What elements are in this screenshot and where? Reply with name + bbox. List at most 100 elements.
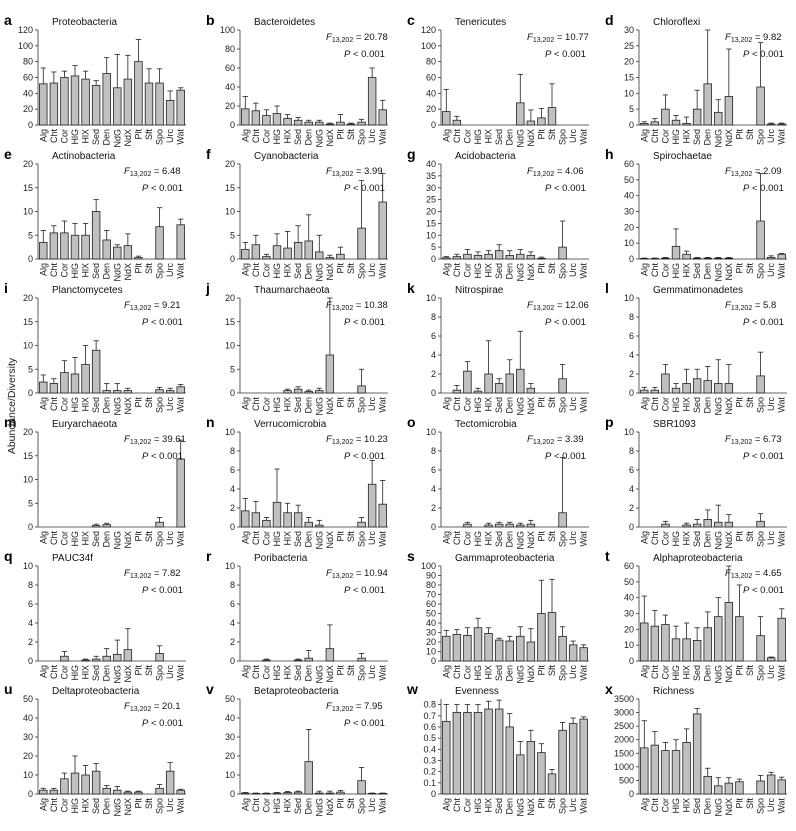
x-tick-label: NdX bbox=[526, 129, 536, 147]
bar-HlG bbox=[671, 119, 681, 126]
x-tick-label: Wat bbox=[777, 397, 787, 413]
y-tick-label: 0 bbox=[629, 388, 634, 398]
y-tick-label: 2 bbox=[230, 503, 235, 513]
y-tick-label: 40 bbox=[23, 713, 33, 723]
y-tick-label: 0.1 bbox=[423, 778, 436, 788]
panel-letter: h bbox=[605, 146, 614, 162]
panel-letter: i bbox=[4, 280, 8, 296]
x-tick-label: HlG bbox=[272, 798, 282, 814]
y-tick-label: 10 bbox=[225, 561, 235, 571]
x-tick-label: Cht bbox=[452, 263, 462, 278]
bar-Cor bbox=[262, 519, 271, 528]
bar-Sed bbox=[692, 713, 702, 795]
f-statistic: F13,202 = 39.61 bbox=[124, 434, 186, 446]
bar-Den bbox=[304, 121, 313, 126]
x-tick-label: Alg bbox=[441, 263, 451, 276]
x-tick-label: Wat bbox=[378, 129, 388, 145]
bar-Alg bbox=[39, 241, 48, 260]
x-tick-label: Urc bbox=[766, 263, 776, 277]
y-tick-label: 0.4 bbox=[423, 744, 436, 754]
x-tick-label: Cor bbox=[660, 665, 670, 680]
y-tick-label: 20 bbox=[426, 104, 436, 114]
x-tick-label: Cor bbox=[59, 397, 69, 412]
bar-NdX bbox=[325, 648, 335, 662]
bar-Alg bbox=[241, 108, 250, 126]
x-tick-label: Cor bbox=[462, 531, 472, 546]
bar-Wat bbox=[176, 224, 185, 260]
y-tick-label: 0 bbox=[431, 789, 436, 799]
y-tick-label: 0 bbox=[629, 656, 634, 666]
x-tick-label: Sed bbox=[494, 397, 504, 413]
p-value: P < 0.001 bbox=[344, 451, 385, 462]
bar-Sed bbox=[293, 512, 303, 528]
y-tick-label: 20 bbox=[23, 159, 33, 169]
f-statistic: F13,202 = 7.82 bbox=[124, 568, 181, 580]
bar-NdG bbox=[516, 368, 525, 394]
y-tick-label: 80 bbox=[426, 580, 436, 590]
x-tick-label: Den bbox=[703, 798, 713, 815]
y-tick-label: 10 bbox=[624, 427, 634, 437]
y-tick-label: 80 bbox=[23, 57, 33, 67]
bar-Den bbox=[102, 390, 111, 394]
panel-letter: v bbox=[206, 681, 214, 697]
panel-letter: j bbox=[205, 280, 210, 296]
bar-HlG bbox=[272, 113, 282, 126]
x-tick-label: Urc bbox=[165, 665, 175, 679]
x-tick-label: HlG bbox=[473, 665, 483, 681]
bar-Alg bbox=[39, 381, 48, 394]
bar-Alg bbox=[640, 747, 649, 795]
y-tick-label: 3000 bbox=[614, 708, 634, 718]
bar-Cht bbox=[650, 744, 660, 795]
bar-Cht bbox=[251, 244, 261, 260]
x-tick-label: Spo bbox=[357, 531, 367, 547]
panel-o: o Tectomicrobia 0 2 4 6 8 10 Alg Cht Cor HlG HlX Sed D… bbox=[407, 414, 589, 550]
p-value: P < 0.001 bbox=[344, 718, 385, 729]
y-tick-label: 500 bbox=[619, 775, 634, 785]
bar-Alg bbox=[442, 720, 451, 795]
bar-NdX bbox=[526, 741, 536, 795]
panel-letter: w bbox=[406, 681, 418, 697]
x-tick-label: Wat bbox=[176, 798, 186, 814]
bar-NdG bbox=[315, 792, 324, 795]
f-statistic: F13,202 = 5.8 bbox=[725, 300, 776, 312]
x-tick-label: Sed bbox=[293, 665, 303, 681]
bar-HlG bbox=[473, 627, 483, 662]
x-tick-label: Cht bbox=[251, 531, 261, 546]
bar-NdX bbox=[724, 96, 734, 126]
f-statistic: F13,202 = 2.09 bbox=[725, 166, 782, 178]
y-tick-label: 0 bbox=[431, 254, 436, 264]
y-tick-label: 70 bbox=[426, 590, 436, 600]
y-tick-label: 30 bbox=[426, 628, 436, 638]
x-tick-label: Plt bbox=[734, 531, 744, 542]
x-tick-label: HlX bbox=[484, 531, 494, 546]
panel-letter: f bbox=[206, 146, 211, 162]
bar-Sed bbox=[293, 388, 303, 394]
bar-Alg bbox=[241, 510, 250, 528]
panel-title: Actinobacteria bbox=[52, 151, 116, 162]
y-tick-label: 20 bbox=[624, 222, 634, 232]
bar-Urc bbox=[766, 774, 776, 795]
x-tick-label: Alg bbox=[38, 129, 48, 142]
x-tick-label: HlX bbox=[484, 665, 494, 680]
panel-title: Poribacteria bbox=[254, 553, 308, 564]
bar-HlX bbox=[81, 774, 90, 795]
bar-Den bbox=[304, 391, 313, 394]
bar-NdX bbox=[325, 354, 335, 394]
p-value: P < 0.001 bbox=[743, 49, 784, 60]
x-tick-label: NdX bbox=[123, 129, 133, 147]
bar-Den bbox=[703, 775, 712, 795]
y-tick-label: 5 bbox=[28, 498, 33, 508]
bar-Cor bbox=[661, 750, 670, 795]
x-tick-label: NdG bbox=[713, 798, 723, 817]
x-tick-label: Den bbox=[102, 798, 112, 815]
x-tick-label: NdG bbox=[314, 263, 324, 282]
bar-NdG bbox=[516, 524, 525, 528]
p-value: P < 0.001 bbox=[344, 183, 385, 194]
x-tick-label: HlG bbox=[473, 531, 483, 547]
x-tick-label: Urc bbox=[568, 665, 578, 679]
x-tick-label: Cor bbox=[261, 397, 271, 412]
bar-Wat bbox=[777, 123, 786, 126]
x-tick-label: NdG bbox=[713, 531, 723, 550]
x-tick-label: Sed bbox=[692, 129, 702, 145]
x-tick-label: NdX bbox=[724, 263, 734, 281]
